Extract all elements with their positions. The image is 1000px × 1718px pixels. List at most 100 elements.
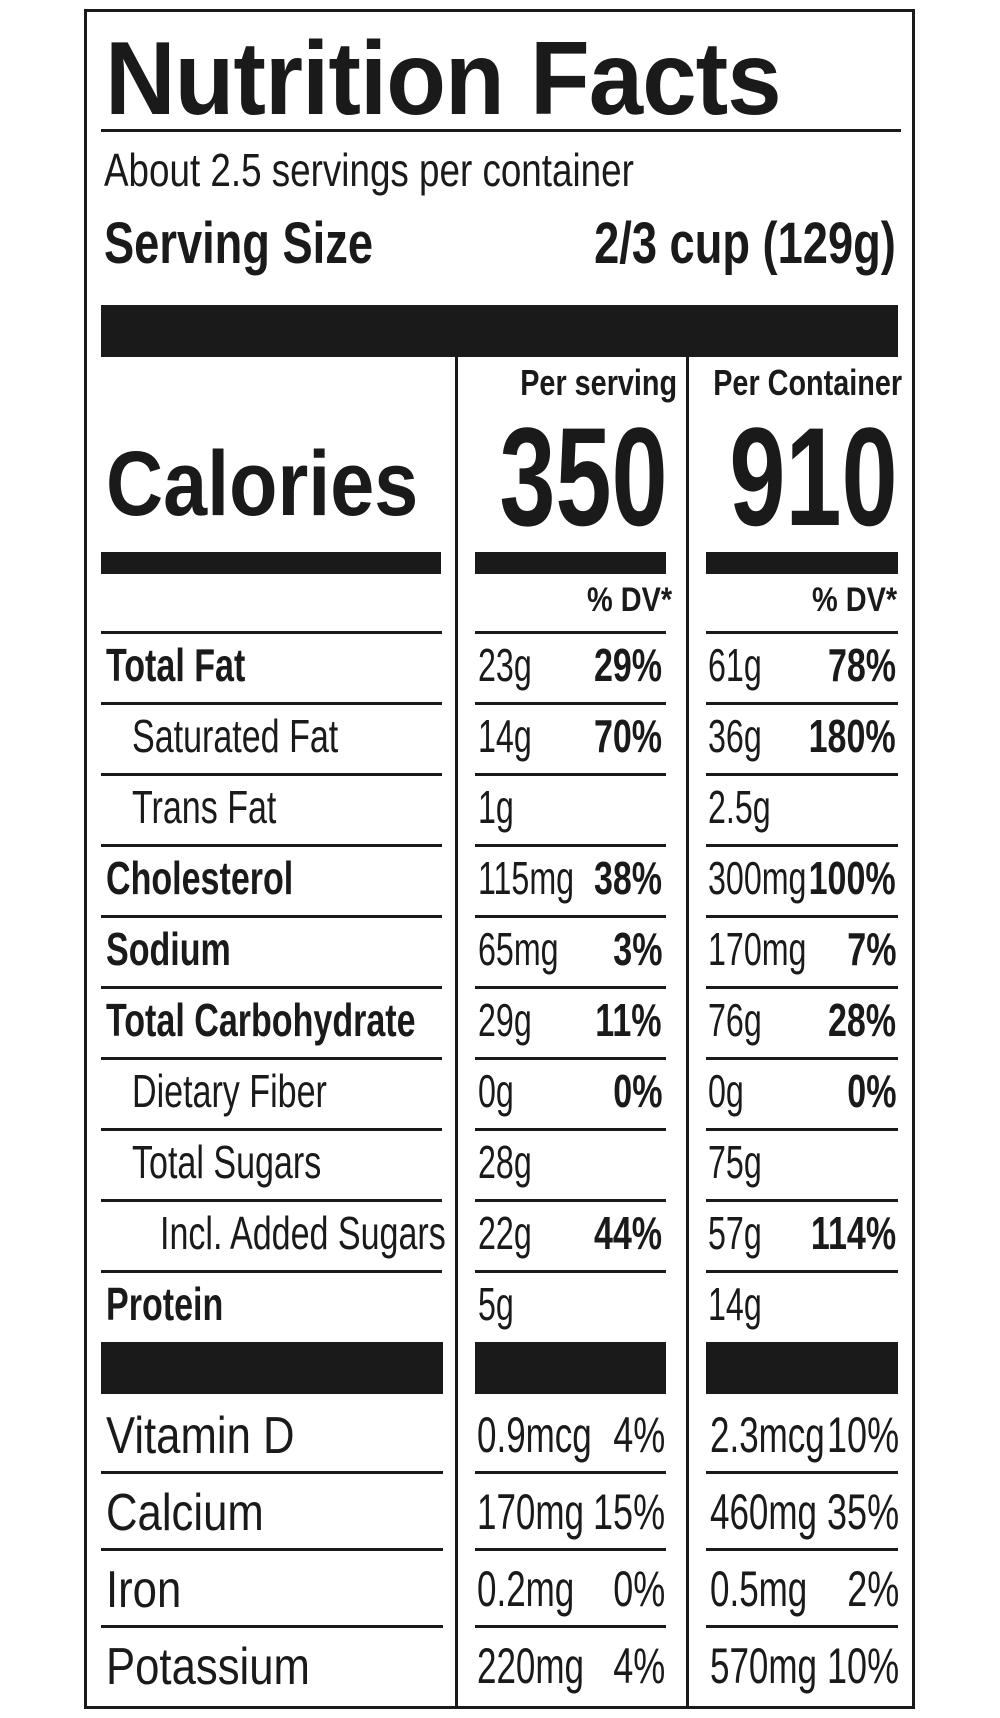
vitamin-serving-dv: 0% (612, 1561, 665, 1617)
row-divider-serving (475, 1128, 666, 1131)
row-divider-container (706, 1199, 898, 1202)
row-divider-label (101, 631, 442, 634)
row-divider-label (101, 1128, 442, 1131)
row-divider-container (706, 631, 898, 634)
nutrient-serving-dv: 29% (593, 639, 662, 691)
per-container-header: Per Container (713, 362, 902, 403)
row-divider-label (101, 702, 442, 705)
nutrient-container-amount: 57g (708, 1207, 762, 1259)
vitamin-container-amount: 570mg (710, 1638, 818, 1694)
vitamin-divider-serving (475, 1625, 666, 1628)
vitamin-serving-amount: 220mg (477, 1638, 585, 1694)
vitamin-name: Iron (106, 1561, 182, 1619)
nutrient-container-amount: 76g (708, 994, 762, 1046)
serving-size-value: 2/3 cup (129g) (594, 211, 896, 276)
nutrient-name: Saturated Fat (132, 710, 339, 762)
vitamin-serving-dv: 15% (592, 1484, 665, 1540)
nutrient-serving-amount: 65mg (478, 923, 559, 975)
nutrient-serving-amount: 5g (478, 1278, 514, 1330)
thick-divider-vitamins-container (706, 1342, 898, 1394)
row-divider-serving (475, 915, 666, 918)
row-divider-serving (475, 1057, 666, 1060)
dv-header-container: % DV* (811, 581, 897, 619)
vitamin-serving-dv: 4% (612, 1407, 665, 1463)
row-divider-serving (475, 1199, 666, 1202)
vitamin-name: Vitamin D (106, 1407, 295, 1465)
nutrient-container-amount: 300mg (708, 852, 807, 904)
row-divider-serving (475, 986, 666, 989)
nutrient-name: Trans Fat (132, 781, 277, 833)
vitamin-container-dv: 10% (826, 1638, 899, 1694)
row-divider-serving (475, 1270, 666, 1273)
nutrient-serving-amount: 115mg (478, 852, 575, 904)
nutrient-serving-dv: 38% (593, 852, 662, 904)
vitamin-container-amount: 0.5mg (710, 1561, 808, 1617)
row-divider-container (706, 1270, 898, 1273)
vitamin-divider-container (706, 1625, 898, 1628)
calories-bar-container (706, 552, 898, 574)
calories-per-serving: 350 (499, 398, 668, 555)
thick-divider-vitamins-label (101, 1342, 443, 1394)
nutrient-name: Protein (106, 1278, 224, 1330)
vitamin-container-dv: 2% (846, 1561, 899, 1617)
row-divider-container (706, 773, 898, 776)
nutrient-serving-amount: 1g (478, 781, 514, 833)
nutrition-facts-panel (84, 9, 915, 1709)
row-divider-container (706, 1128, 898, 1131)
nutrient-serving-amount: 23g (478, 639, 532, 691)
vitamin-container-dv: 35% (826, 1484, 899, 1540)
nutrient-container-amount: 36g (708, 710, 762, 762)
nutrient-serving-dv: 44% (593, 1207, 662, 1259)
column-divider-right (686, 357, 689, 1709)
row-divider-container (706, 702, 898, 705)
thick-divider-vitamins-serving (475, 1342, 666, 1394)
nutrient-serving-amount: 0g (478, 1065, 514, 1117)
calories-per-container: 910 (729, 398, 898, 555)
row-divider-label (101, 915, 442, 918)
nutrient-container-amount: 61g (708, 639, 762, 691)
row-divider-label (101, 1057, 442, 1060)
vitamin-container-dv: 10% (826, 1407, 899, 1463)
servings-per-container: About 2.5 servings per container (104, 144, 634, 196)
nutrient-container-dv: 0% (846, 1065, 896, 1117)
vitamin-serving-dv: 4% (612, 1638, 665, 1694)
vitamin-divider-label (101, 1471, 443, 1474)
vitamin-divider-container (706, 1548, 898, 1551)
calories-bar-serving (475, 552, 666, 574)
nutrient-container-dv: 114% (810, 1207, 896, 1259)
calories-label: Calories (106, 433, 419, 535)
nutrient-name: Total Carbohydrate (106, 994, 416, 1046)
nutrient-serving-dv: 3% (612, 923, 662, 975)
nutrient-serving-amount: 28g (478, 1136, 532, 1188)
row-divider-serving (475, 844, 666, 847)
dv-header-serving: % DV* (586, 581, 672, 619)
nutrient-name: Cholesterol (106, 852, 294, 904)
calories-bar-label (101, 552, 441, 574)
serving-size-label: Serving Size (104, 211, 374, 276)
nutrient-name: Incl. Added Sugars (160, 1207, 446, 1259)
row-divider-container (706, 844, 898, 847)
nutrient-name: Total Sugars (132, 1136, 322, 1188)
nutrient-serving-dv: 0% (612, 1065, 662, 1117)
nutrient-container-amount: 2.5g (708, 781, 771, 833)
vitamin-container-amount: 2.3mcg (710, 1407, 825, 1463)
vitamin-container-amount: 460mg (710, 1484, 818, 1540)
nutrient-name: Total Fat (106, 639, 246, 691)
row-divider-serving (475, 773, 666, 776)
nutrient-serving-dv: 70% (593, 710, 662, 762)
row-divider-container (706, 915, 898, 918)
nutrient-container-dv: 100% (808, 852, 896, 904)
nutrient-name: Sodium (106, 923, 231, 975)
vitamin-divider-serving (475, 1471, 666, 1474)
nutrient-container-dv: 28% (827, 994, 896, 1046)
nutrient-container-dv: 78% (827, 639, 896, 691)
nutrient-name: Dietary Fiber (132, 1065, 327, 1117)
column-divider-left (455, 357, 458, 1709)
nutrient-container-amount: 170mg (708, 923, 807, 975)
row-divider-label (101, 986, 442, 989)
title-divider (101, 129, 901, 132)
row-divider-label (101, 1199, 442, 1202)
thick-divider-top (101, 305, 898, 357)
nutrient-serving-amount: 29g (478, 994, 532, 1046)
row-divider-label (101, 844, 442, 847)
